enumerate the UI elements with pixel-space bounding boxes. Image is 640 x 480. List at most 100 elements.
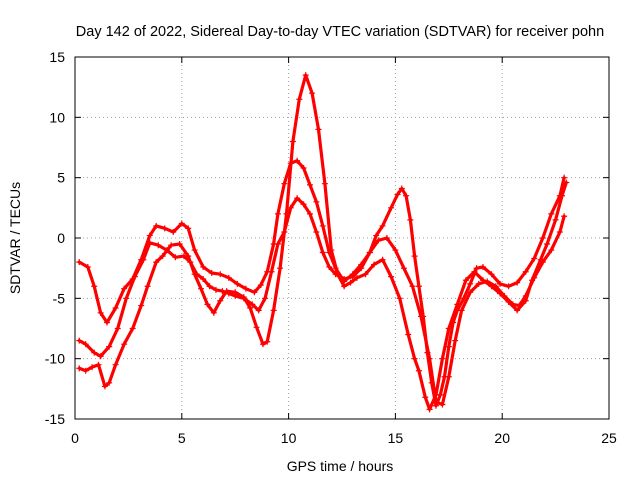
data-point-marker xyxy=(232,289,239,296)
data-point-marker xyxy=(200,276,207,283)
data-point-marker xyxy=(198,285,205,292)
data-point-marker xyxy=(274,210,281,217)
data-point-marker xyxy=(371,261,378,268)
data-point-marker xyxy=(328,247,335,254)
data-point-marker xyxy=(159,253,166,260)
data-point-marker xyxy=(388,273,395,280)
data-point-marker xyxy=(334,271,341,278)
data-point-marker xyxy=(398,185,405,192)
data-point-marker xyxy=(467,289,474,296)
data-point-marker xyxy=(155,242,162,249)
data-point-marker xyxy=(176,241,183,248)
data-point-marker xyxy=(104,319,111,326)
series-track-3 xyxy=(76,72,570,413)
data-point-marker xyxy=(452,337,459,344)
data-point-marker xyxy=(341,276,348,283)
data-point-marker xyxy=(129,325,136,332)
x-tick-label: 20 xyxy=(494,430,510,446)
data-point-marker xyxy=(101,383,108,390)
data-point-marker xyxy=(475,280,482,287)
data-point-marker xyxy=(353,274,360,281)
data-point-marker xyxy=(97,353,104,360)
data-point-marker xyxy=(556,228,563,235)
data-point-marker xyxy=(411,355,418,362)
data-point-marker xyxy=(471,268,478,275)
data-point-marker xyxy=(347,279,354,286)
data-point-marker xyxy=(106,343,113,350)
data-point-marker xyxy=(426,406,433,413)
data-point-marker xyxy=(153,222,160,229)
data-point-marker xyxy=(409,283,416,290)
data-point-marker xyxy=(253,324,260,331)
data-point-marker xyxy=(294,157,301,164)
data-point-marker xyxy=(479,263,486,270)
data-point-marker xyxy=(225,274,232,281)
data-point-marker xyxy=(206,283,213,290)
data-point-marker xyxy=(270,307,277,314)
data-point-marker xyxy=(84,263,91,270)
data-point-marker xyxy=(138,302,145,309)
data-point-marker xyxy=(561,174,568,181)
data-point-marker xyxy=(426,355,433,362)
y-tick-label: -10 xyxy=(45,351,65,367)
data-point-marker xyxy=(306,210,313,217)
data-point-marker xyxy=(91,349,98,356)
data-point-marker xyxy=(514,307,521,314)
data-point-marker xyxy=(277,265,284,272)
data-point-marker xyxy=(405,331,412,338)
data-point-marker xyxy=(217,297,224,304)
data-point-marker xyxy=(388,204,395,211)
data-point-marker xyxy=(505,283,512,290)
data-point-marker xyxy=(497,290,504,297)
data-point-marker xyxy=(178,220,185,227)
data-point-marker xyxy=(531,255,538,262)
data-point-marker xyxy=(247,304,254,311)
data-point-marker xyxy=(289,138,296,145)
data-point-marker xyxy=(548,210,555,217)
data-point-marker xyxy=(561,213,568,220)
data-point-marker xyxy=(326,263,333,270)
data-point-marker xyxy=(432,391,439,398)
x-tick-label: 15 xyxy=(388,430,404,446)
data-point-marker xyxy=(208,269,215,276)
data-point-marker xyxy=(223,288,230,295)
data-point-marker xyxy=(185,225,192,232)
data-point-marker xyxy=(191,247,198,254)
data-point-marker xyxy=(242,285,249,292)
x-axis-label: GPS time / hours xyxy=(287,458,394,474)
data-point-marker xyxy=(537,256,544,263)
data-point-marker xyxy=(529,277,536,284)
data-point-marker xyxy=(362,271,369,278)
data-point-marker xyxy=(418,313,425,320)
data-point-marker xyxy=(300,201,307,208)
data-point-marker xyxy=(294,195,301,202)
data-point-marker xyxy=(458,307,465,314)
y-tick-label: 15 xyxy=(49,49,65,65)
data-point-marker xyxy=(89,364,96,371)
x-tick-label: 0 xyxy=(71,430,79,446)
data-point-marker xyxy=(383,235,390,241)
data-point-marker xyxy=(445,373,452,380)
data-point-marker xyxy=(488,271,495,278)
data-point-marker xyxy=(161,225,168,232)
y-axis-label: SDTVAR / TECUs xyxy=(7,182,23,294)
data-point-marker xyxy=(321,180,328,187)
data-series xyxy=(76,72,570,413)
chart-title: Day 142 of 2022, Sidereal Day-to-day VTE… xyxy=(76,24,604,40)
data-point-marker xyxy=(121,341,128,348)
data-point-marker xyxy=(76,259,83,266)
data-point-marker xyxy=(296,96,303,103)
data-point-marker xyxy=(257,282,264,289)
data-point-marker xyxy=(76,365,83,372)
data-point-marker xyxy=(82,341,89,348)
data-point-marker xyxy=(445,325,452,332)
data-point-marker xyxy=(392,247,399,254)
data-point-marker xyxy=(349,273,356,280)
data-point-marker xyxy=(240,294,247,301)
data-point-marker xyxy=(300,165,307,172)
data-point-marker xyxy=(281,180,288,187)
data-point-marker xyxy=(313,198,320,205)
data-point-marker xyxy=(552,216,559,223)
data-point-marker xyxy=(488,283,495,290)
